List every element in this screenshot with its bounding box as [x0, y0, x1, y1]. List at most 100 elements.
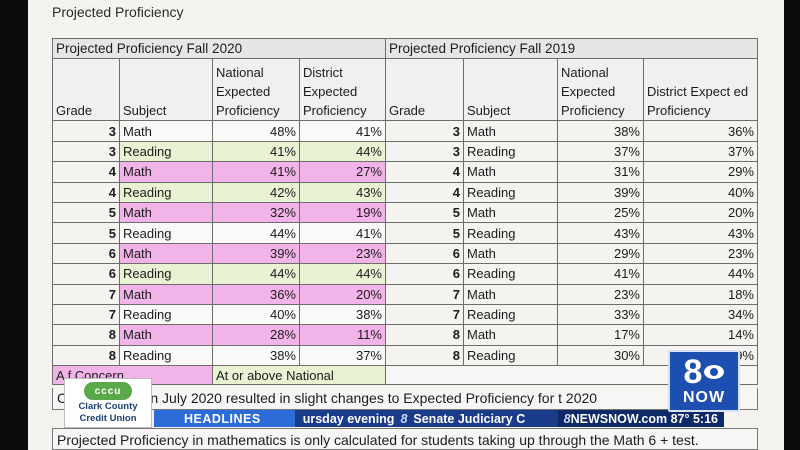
subject-cell-2019: Reading	[463, 222, 558, 244]
district-cell: 20%	[299, 283, 386, 305]
national-cell: 36%	[212, 283, 300, 305]
news-ticker: HEADLINES ursday evening 8 Senate Judici…	[154, 410, 724, 427]
column-header-row: Grade Subject National Expected Proficie…	[52, 58, 758, 122]
district-cell: 44%	[299, 263, 386, 285]
district-cell: 43%	[299, 181, 386, 203]
district-cell: 27%	[299, 161, 386, 183]
national-cell: 41%	[212, 161, 300, 183]
table-row: 3 Math 48% 41% 3 Math 38% 36%	[52, 120, 758, 142]
national-cell-2019: 29%	[557, 242, 644, 265]
subject-cell-2019: Math	[463, 201, 558, 224]
table-row: 5 Math 32% 19% 5 Math 25% 20%	[52, 201, 758, 224]
table-row: 4 Reading 42% 43% 4 Reading 39% 40%	[52, 181, 758, 203]
subject-cell: Reading	[119, 344, 213, 367]
grade-cell: 3	[52, 120, 120, 142]
header-national: National Expected Proficiency	[212, 58, 300, 122]
table-row: 6 Reading 44% 44% 6 Reading 41% 44%	[52, 263, 758, 285]
district-cell: 41%	[299, 120, 386, 142]
district-cell-2019: 36%	[643, 120, 758, 142]
subject-cell: Reading	[119, 181, 213, 203]
district-cell: 41%	[299, 222, 386, 244]
district-cell-2019: 14%	[643, 324, 758, 346]
credit-union-logo-icon: cccu	[84, 382, 132, 400]
grade-cell-2019: 8	[385, 344, 464, 367]
ticker-story-text: Senate Judiciary C	[413, 411, 526, 426]
page-heading: Projected Proficiency	[52, 4, 184, 20]
ticker-story-prefix: ursday evening	[302, 411, 395, 426]
subject-cell: Reading	[119, 303, 213, 326]
district-cell: 23%	[299, 242, 386, 265]
subject-cell-2019: Math	[463, 283, 558, 305]
grade-cell-2019: 4	[385, 161, 464, 183]
fall-2020-title: Projected Proficiency Fall 2020	[52, 37, 386, 60]
subject-cell-2019: Reading	[463, 181, 558, 203]
subject-cell-2019: Reading	[463, 303, 558, 326]
subject-cell: Math	[119, 120, 213, 142]
header-subject: Subject	[119, 58, 213, 122]
district-cell: 11%	[299, 324, 386, 346]
grade-cell: 8	[52, 344, 120, 367]
grade-cell-2019: 3	[385, 120, 464, 142]
station-number: 8	[684, 355, 725, 389]
national-cell-2019: 37%	[557, 140, 644, 163]
ticker-label: HEADLINES	[154, 410, 295, 427]
national-cell: 44%	[212, 263, 300, 285]
grade-cell-2019: 6	[385, 242, 464, 265]
station-number-text: 8	[683, 353, 703, 391]
national-cell-2019: 23%	[557, 283, 644, 305]
ticker-site-time: 8 NEWSNOW.com 87° 5:16	[557, 410, 724, 427]
subject-cell-2019: Math	[463, 161, 558, 183]
district-cell-2019: 40%	[643, 181, 758, 203]
district-cell-2019: 34%	[643, 303, 758, 326]
national-cell: 48%	[212, 120, 300, 142]
national-cell-2019: 38%	[557, 120, 644, 142]
fall-2019-title: Projected Proficiency Fall 2019	[385, 37, 758, 60]
national-cell: 44%	[212, 222, 300, 244]
subject-cell-2019: Math	[463, 120, 558, 142]
header-district-2019: District Expect ed Proficiency	[643, 58, 758, 122]
table-row: 8 Reading 38% 37% 8 Reading 30% 29%	[52, 344, 758, 367]
station-logo-bug: 8 NOW	[668, 350, 740, 412]
sponsor-logo-box: cccu Clark County Credit Union	[64, 378, 152, 428]
site-8-logo-icon: 8	[563, 411, 571, 426]
grade-cell: 6	[52, 242, 120, 265]
subject-cell: Reading	[119, 140, 213, 163]
district-cell: 44%	[299, 140, 386, 163]
national-cell: 39%	[212, 242, 300, 265]
subject-cell: Math	[119, 161, 213, 183]
national-cell: 41%	[212, 140, 300, 163]
proficiency-table: Projected Proficiency Fall 2020 Projecte…	[52, 37, 758, 386]
header-district: District Expected Proficiency	[299, 58, 386, 122]
district-cell-2019: 29%	[643, 161, 758, 183]
grade-cell: 4	[52, 181, 120, 203]
subject-cell: Math	[119, 201, 213, 224]
sponsor-name-line-2: Credit Union	[79, 413, 137, 424]
subject-cell-2019: Math	[463, 324, 558, 346]
subject-cell: Reading	[119, 222, 213, 244]
national-cell-2019: 30%	[557, 344, 644, 367]
subject-cell: Reading	[119, 263, 213, 285]
district-cell-2019: 23%	[643, 242, 758, 265]
ticker-story: ursday evening 8 Senate Judiciary C	[295, 412, 526, 426]
subject-cell-2019: Math	[463, 242, 558, 265]
table-row: 6 Math 39% 23% 6 Math 29% 23%	[52, 242, 758, 265]
header-subject-2019: Subject	[463, 58, 558, 122]
district-cell: 19%	[299, 201, 386, 224]
national-cell: 38%	[212, 344, 300, 367]
subject-cell-2019: Reading	[463, 263, 558, 285]
district-cell-2019: 37%	[643, 140, 758, 163]
subject-cell-2019: Reading	[463, 344, 558, 367]
table-row: 7 Math 36% 20% 7 Math 23% 18%	[52, 283, 758, 305]
math-note: Projected Proficiency in mathematics is …	[52, 428, 758, 450]
national-cell-2019: 33%	[557, 303, 644, 326]
grade-cell: 6	[52, 263, 120, 285]
legend-spacer	[385, 365, 758, 386]
subject-cell: Math	[119, 324, 213, 346]
grade-cell-2019: 5	[385, 222, 464, 244]
legend-at-or-above-national: At or above National	[212, 365, 386, 386]
national-cell-2019: 41%	[557, 263, 644, 285]
grade-cell: 8	[52, 324, 120, 346]
grade-cell: 7	[52, 283, 120, 305]
grade-cell: 3	[52, 140, 120, 163]
district-cell-2019: 20%	[643, 201, 758, 224]
